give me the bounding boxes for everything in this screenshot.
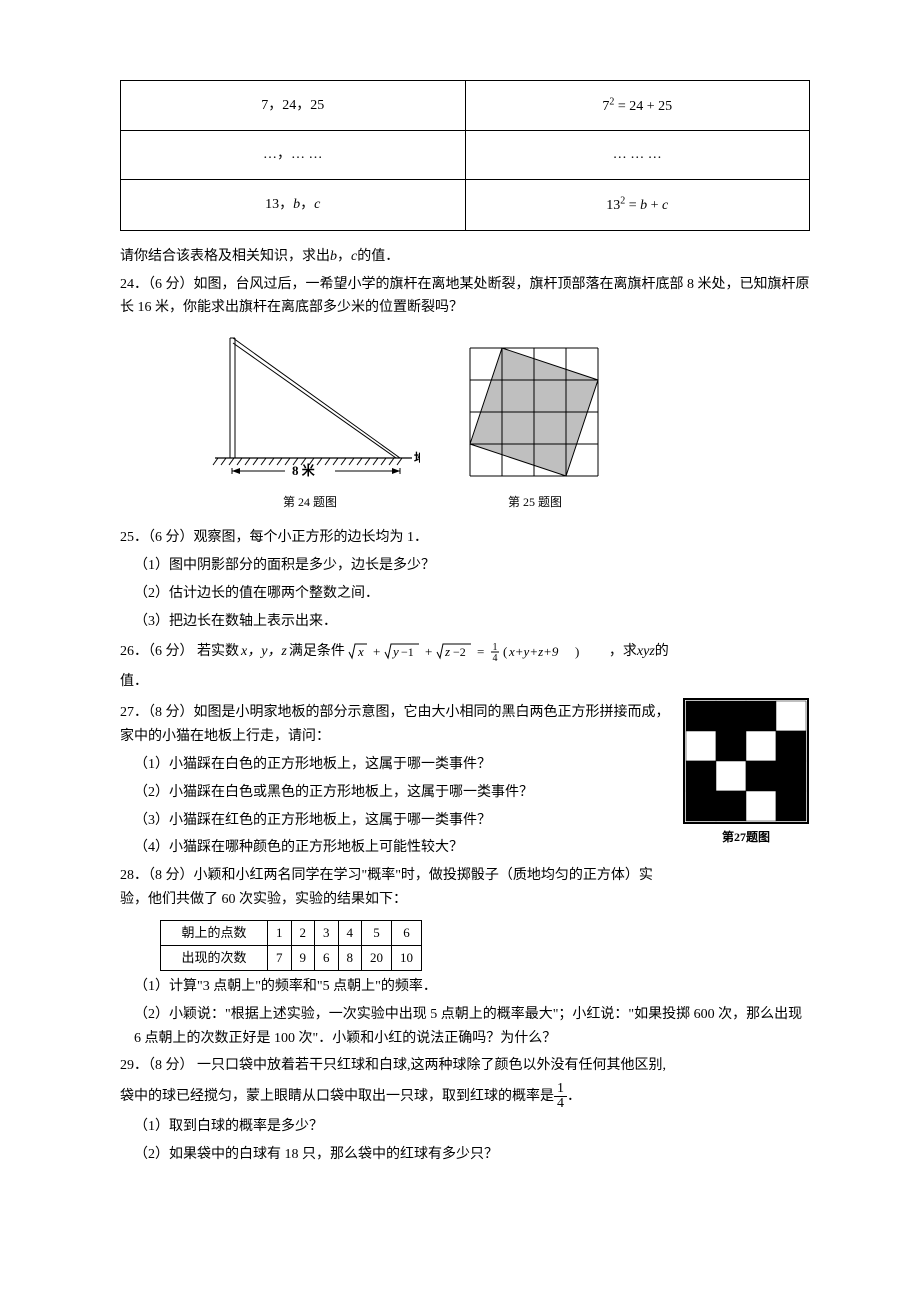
- q28-sub1: （1）计算"3 点朝上"的频率和"5 点朝上"的频率．: [120, 975, 810, 999]
- q29-line1: 29．（8 分） 一只口袋中放着若干只红球和白球,这两种球除了颜色以外没有任何其…: [120, 1054, 810, 1078]
- q25-line1: （1）图中阴影部分的面积是多少，边长是多少？: [120, 554, 810, 578]
- q26-formula: x + y−1 + z−2 = 14 (x+y+z+9): [347, 638, 607, 666]
- q27-item3: （3）小猫踩在红色的正方形地板上，这属于哪一类事件？: [120, 809, 670, 833]
- q28-head: 28．（8 分）小颖和小红两名同学在学习"概率"时，做投掷骰子（质地均匀的正方体…: [120, 864, 670, 912]
- q28-sub2: （2）小颖说："根据上述实验，一次实验中出现 5 点朝上的概率最大"；小红说："…: [120, 1003, 810, 1051]
- svg-text:1: 1: [492, 642, 497, 653]
- q24-caption: 第 24 题图: [283, 492, 337, 512]
- svg-text:x: x: [357, 644, 364, 659]
- q27-head: 27．（8 分）如图是小明家地板的部分示意图，它由大小相同的黑白两色正方形拼接而…: [120, 701, 670, 749]
- table-cell: …，… …: [121, 131, 466, 180]
- dice-cell: 朝上的点数: [161, 920, 268, 945]
- svg-text:−1: −1: [401, 645, 414, 659]
- q27-caption: 第27题图: [722, 827, 770, 847]
- svg-text:): ): [575, 644, 579, 659]
- q27-item2: （2）小猫踩在白色或黑色的正方形地板上，这属于哪一类事件？: [120, 781, 670, 805]
- fraction-one-quarter: 1 4: [554, 1082, 567, 1111]
- q26-vars: x，y，z: [241, 640, 287, 664]
- svg-text:z: z: [444, 644, 450, 659]
- dice-table: 朝上的点数123456 出现的次数79682010: [160, 920, 422, 971]
- dice-cell: 5: [362, 920, 392, 945]
- q25-line0: 25．（6 分）观察图，每个小正方形的边长均为 1．: [120, 526, 810, 550]
- svg-text:地面: 地面: [414, 450, 420, 465]
- svg-text:8 米: 8 米: [292, 463, 316, 478]
- svg-text:y: y: [391, 644, 399, 659]
- svg-text:4: 4: [492, 653, 497, 664]
- dice-cell: 2: [291, 920, 315, 945]
- q26-line2: 值．: [120, 670, 810, 694]
- q29-sub1: （1）取到白球的概率是多少？: [120, 1115, 810, 1139]
- dice-cell: 4: [338, 920, 362, 945]
- q26-cond: 满足条件: [289, 640, 345, 664]
- q25-line3: （3）把边长在数轴上表示出来．: [120, 610, 810, 634]
- svg-text:x+y+z+9: x+y+z+9: [508, 644, 559, 659]
- q25-figure: 第 25 题图: [460, 338, 610, 512]
- table-followup: 请你结合该表格及相关知识，求出b，c的值．: [120, 245, 810, 269]
- dice-cell: 9: [291, 945, 315, 970]
- q29-post: ．: [567, 1085, 581, 1109]
- q25-caption: 第 25 题图: [508, 492, 562, 512]
- dice-cell: 1: [268, 920, 292, 945]
- q26-tail: ，求xyz的: [609, 640, 669, 664]
- dice-cell: 20: [362, 945, 392, 970]
- q26-line1: 26．（6 分） 若实数 x，y，z 满足条件 x + y−1 + z−2 = 14 (x+…: [120, 638, 810, 666]
- pythagorean-table: 7，24，25 72 = 24 + 25 …，… … … … … 13，b，c …: [120, 80, 810, 231]
- table-cell: 7，24，25: [121, 81, 466, 131]
- dice-cell: 6: [392, 920, 422, 945]
- svg-text:=: =: [477, 644, 484, 659]
- q29-line2: 袋中的球已经搅匀，蒙上眼睛从口袋中取出一只球，取到红球的概率是 1 4 ．: [120, 1082, 810, 1111]
- dice-cell: 3: [315, 920, 339, 945]
- q29-sub2: （2）如果袋中的白球有 18 只，那么袋中的红球有多少只？: [120, 1143, 810, 1167]
- q24-figure: 地面 8 米 第 24 题图: [200, 328, 420, 512]
- dice-cell: 6: [315, 945, 339, 970]
- dice-cell: 10: [392, 945, 422, 970]
- dice-cell: 7: [268, 945, 292, 970]
- q29-pre: 袋中的球已经搅匀，蒙上眼睛从口袋中取出一只球，取到红球的概率是: [120, 1085, 554, 1109]
- q24-text: 24．（6 分）如图，台风过后，一希望小学的旗杆在离地某处断裂，旗杆顶部落在离旗…: [120, 273, 810, 321]
- table-cell: … … …: [465, 131, 810, 180]
- svg-text:−2: −2: [453, 645, 466, 659]
- table-cell: 72 = 24 + 25: [465, 81, 810, 131]
- q26-prefix: 26．（6 分） 若实数: [120, 640, 239, 664]
- svg-text:+: +: [373, 644, 380, 659]
- dice-cell: 出现的次数: [161, 945, 268, 970]
- q25-line2: （2）估计边长的值在哪两个整数之间．: [120, 582, 810, 606]
- table-cell: 13，b，c: [121, 180, 466, 230]
- q27-item4: （4）小猫踩在哪种颜色的正方形地板上可能性较大？: [120, 836, 670, 860]
- q27-figure: 第27题图: [682, 697, 810, 847]
- svg-text:(: (: [503, 644, 507, 659]
- dice-cell: 8: [338, 945, 362, 970]
- svg-text:+: +: [425, 644, 432, 659]
- q27-item1: （1）小猫踩在白色的正方形地板上，这属于哪一类事件？: [120, 753, 670, 777]
- table-cell: 132 = b + c: [465, 180, 810, 230]
- figure-row: 地面 8 米 第 24 题图 第 25 题图: [200, 328, 810, 512]
